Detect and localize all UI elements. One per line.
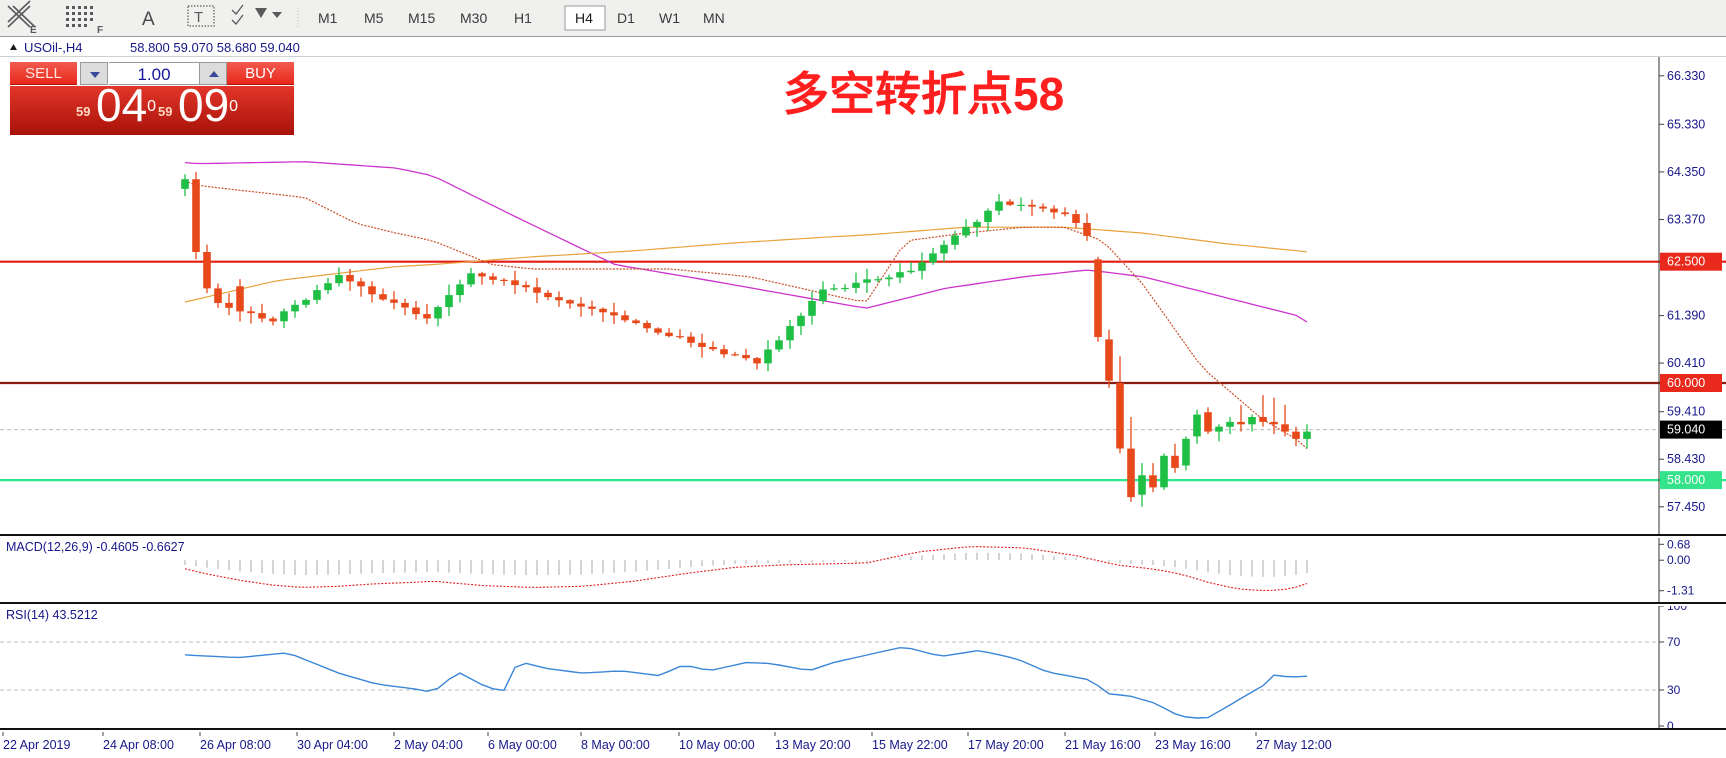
svg-text:27 May 12:00: 27 May 12:00 [1256, 738, 1332, 752]
svg-text:65.330: 65.330 [1667, 117, 1705, 131]
svg-text:M5: M5 [364, 10, 384, 26]
svg-text:58.430: 58.430 [1667, 452, 1705, 466]
svg-text:23 May 16:00: 23 May 16:00 [1155, 738, 1231, 752]
svg-text:100: 100 [1667, 606, 1687, 613]
svg-text:M1: M1 [318, 10, 338, 26]
svg-text:8 May 00:00: 8 May 00:00 [581, 738, 650, 752]
svg-text:59.410: 59.410 [1667, 405, 1705, 419]
svg-text:USOil-,H4: USOil-,H4 [24, 40, 83, 55]
svg-text:多空转折点58: 多空转折点58 [783, 68, 1064, 120]
svg-text:0: 0 [1667, 719, 1674, 730]
svg-text:22 Apr 2019: 22 Apr 2019 [3, 738, 70, 752]
svg-text:F: F [97, 25, 103, 36]
svg-text:RSI(14) 43.5212: RSI(14) 43.5212 [6, 608, 98, 622]
svg-text:H1: H1 [514, 10, 532, 26]
svg-text:0.00: 0.00 [1667, 553, 1691, 567]
svg-text:M15: M15 [408, 10, 435, 26]
svg-text:63.370: 63.370 [1667, 213, 1705, 227]
svg-text:15 May 22:00: 15 May 22:00 [872, 738, 948, 752]
svg-text:70: 70 [1667, 635, 1681, 649]
svg-text:13 May 20:00: 13 May 20:00 [775, 738, 851, 752]
svg-text:58.800 59.070 58.680 59.040: 58.800 59.070 58.680 59.040 [130, 40, 300, 55]
svg-text:2 May 04:00: 2 May 04:00 [394, 738, 463, 752]
svg-text:57.450: 57.450 [1667, 500, 1705, 514]
svg-text:10 May 00:00: 10 May 00:00 [679, 738, 755, 752]
svg-text:M30: M30 [460, 10, 487, 26]
svg-text:17 May 20:00: 17 May 20:00 [968, 738, 1044, 752]
svg-text:58.000: 58.000 [1667, 473, 1705, 487]
svg-text:MN: MN [703, 10, 725, 26]
svg-text:60.410: 60.410 [1667, 356, 1705, 370]
svg-text:-1.31: -1.31 [1667, 584, 1695, 598]
svg-text:21 May 16:00: 21 May 16:00 [1065, 738, 1141, 752]
svg-text:MACD(12,26,9) -0.4605 -0.6627: MACD(12,26,9) -0.4605 -0.6627 [6, 540, 185, 554]
svg-text:26 Apr 08:00: 26 Apr 08:00 [200, 738, 271, 752]
svg-text:61.390: 61.390 [1667, 309, 1705, 323]
svg-text:W1: W1 [659, 10, 680, 26]
svg-text:E: E [30, 25, 37, 36]
svg-text:62.500: 62.500 [1667, 255, 1705, 269]
svg-text:H4: H4 [575, 10, 593, 26]
svg-text:6 May 00:00: 6 May 00:00 [488, 738, 557, 752]
svg-text:24 Apr 08:00: 24 Apr 08:00 [103, 738, 174, 752]
svg-text:30: 30 [1667, 683, 1681, 697]
svg-text:30 Apr 04:00: 30 Apr 04:00 [297, 738, 368, 752]
svg-text:64.350: 64.350 [1667, 165, 1705, 179]
svg-text:0.68: 0.68 [1667, 538, 1691, 551]
svg-text:D1: D1 [617, 10, 635, 26]
svg-text:A: A [142, 9, 155, 30]
svg-text:60.000: 60.000 [1667, 376, 1705, 390]
svg-text:66.330: 66.330 [1667, 69, 1705, 83]
svg-text:T: T [194, 9, 203, 26]
svg-text:59.040: 59.040 [1667, 423, 1705, 437]
